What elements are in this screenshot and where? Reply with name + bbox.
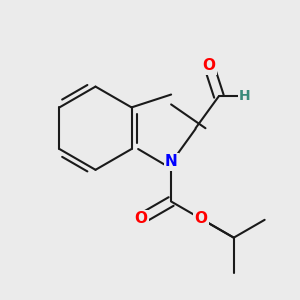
Text: O: O xyxy=(202,58,216,74)
Text: O: O xyxy=(135,211,148,226)
Text: N: N xyxy=(165,154,178,169)
Text: H: H xyxy=(239,89,250,103)
Text: O: O xyxy=(195,211,208,226)
